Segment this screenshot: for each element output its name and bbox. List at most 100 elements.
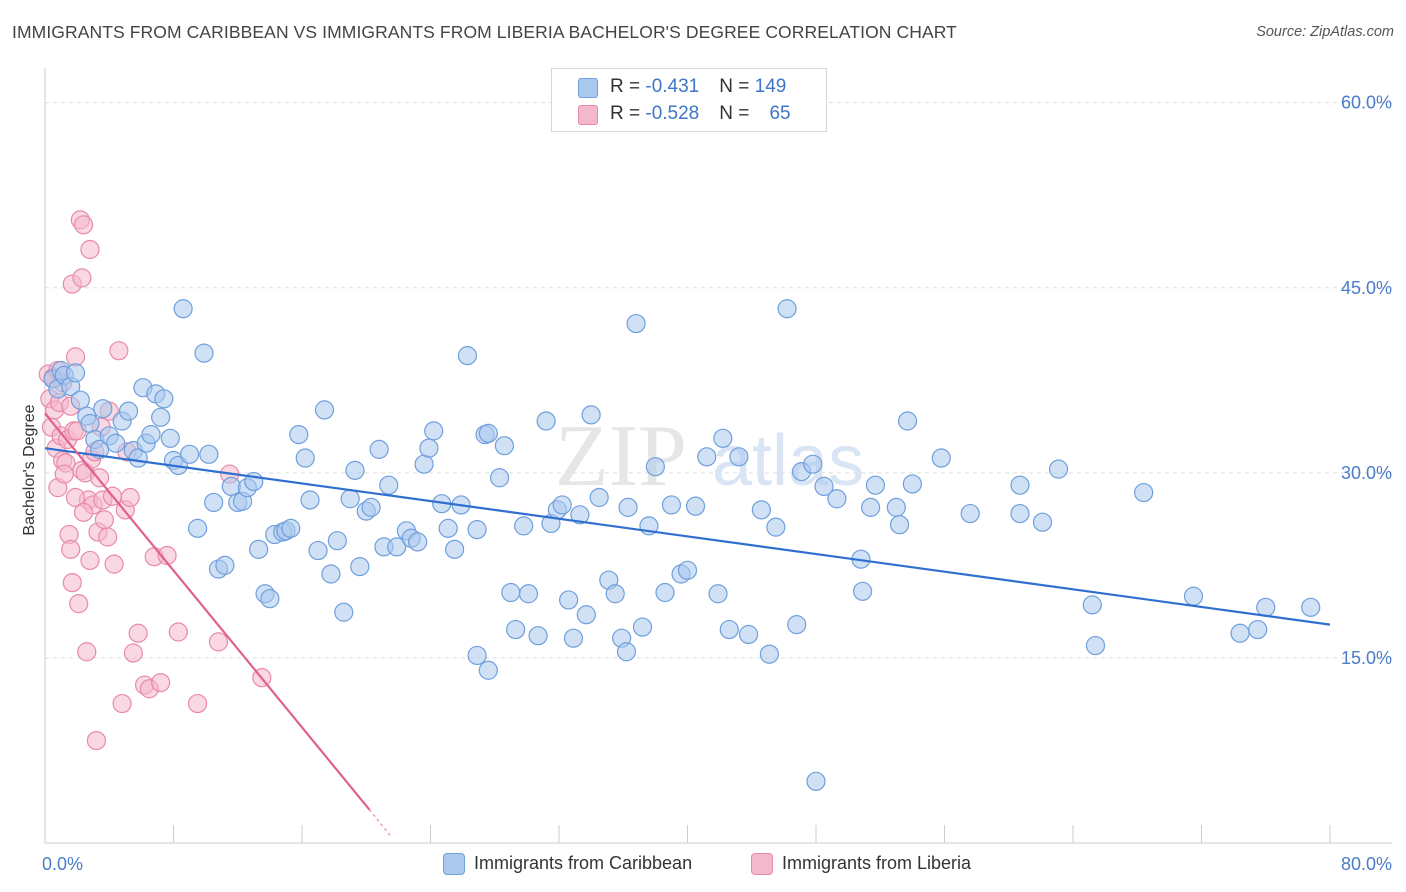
caribbean-point: [308, 540, 328, 561]
caribbean-point: [1010, 503, 1030, 524]
caribbean-point: [281, 518, 301, 538]
caribbean-point: [379, 475, 399, 495]
watermark: ZIP atlas: [555, 408, 864, 505]
caribbean-point: [759, 644, 780, 664]
trend-line-liberia-extension: [368, 809, 391, 837]
caribbean-point: [677, 560, 698, 580]
caribbean-point: [340, 489, 360, 509]
liberia-point: [104, 554, 124, 574]
caribbean-point: [334, 602, 354, 622]
legend-row-caribbean: R = -0.431 N = 149: [552, 73, 826, 101]
caribbean-point: [766, 517, 786, 537]
legend-n-value: 149: [754, 76, 787, 97]
caribbean-point: [118, 401, 139, 421]
caribbean-point: [478, 423, 498, 443]
caribbean-point: [581, 405, 601, 425]
x-tick-label: 0.0%: [42, 854, 83, 874]
caribbean-point: [1032, 512, 1053, 532]
liberia-point: [72, 268, 92, 288]
legend-r-value: -0.528: [645, 103, 700, 124]
caribbean-point: [536, 411, 556, 431]
legend-r-label: R =: [610, 76, 646, 97]
legend-label-liberia: Immigrants from Liberia: [782, 853, 972, 873]
liberia-point: [62, 573, 82, 593]
caribbean-point: [289, 424, 309, 445]
caribbean-point: [160, 428, 180, 448]
caribbean-point: [632, 617, 653, 637]
caribbean-point: [1048, 459, 1069, 479]
caribbean-point: [803, 454, 823, 474]
caribbean-point: [350, 557, 370, 577]
caribbean-point: [424, 421, 444, 441]
caribbean-point: [260, 589, 280, 609]
caribbean-point: [1085, 635, 1106, 656]
trend-line-caribbean: [44, 447, 1331, 626]
caribbean-point: [806, 771, 826, 791]
caribbean-point: [444, 539, 465, 559]
legend-swatch-blue: [443, 853, 465, 875]
caribbean-point: [300, 490, 320, 510]
caribbean-point: [902, 474, 922, 494]
caribbean-point: [751, 500, 771, 520]
caribbean-point: [194, 343, 214, 363]
legend-swatch-pink: [578, 105, 598, 125]
caribbean-point: [387, 537, 407, 557]
caribbean-point: [563, 628, 584, 648]
caribbean-point: [655, 582, 675, 603]
legend-swatch-blue: [578, 78, 598, 98]
caribbean-point: [199, 444, 219, 464]
caribbean-point: [80, 413, 100, 434]
legend-n-value: 65: [769, 103, 791, 124]
caribbean-point: [408, 532, 428, 552]
caribbean-point: [151, 407, 171, 427]
caribbean-point: [93, 399, 113, 419]
liberia-point: [65, 347, 86, 367]
caribbean-point: [889, 515, 910, 535]
caribbean-point: [697, 447, 717, 467]
caribbean-point: [173, 299, 193, 319]
liberia-point: [77, 642, 97, 662]
legend-row-liberia: R = -0.528 N = 65: [552, 100, 826, 128]
liberia-point: [65, 487, 86, 508]
caribbean-point: [65, 363, 86, 383]
liberia-point: [151, 672, 171, 693]
caribbean-point: [528, 626, 548, 646]
caribbean-point: [1082, 595, 1102, 615]
grid-lines: [45, 102, 1392, 659]
caribbean-point: [501, 582, 521, 603]
legend-label-caribbean: Immigrants from Caribbean: [474, 853, 693, 873]
series-legend: Immigrants from Caribbean Immigrants fro…: [0, 852, 1406, 878]
y-tick-label: 60.0%: [1341, 93, 1392, 113]
caribbean-point: [369, 439, 389, 459]
liberia-point: [208, 632, 229, 652]
y-tick-label: 30.0%: [1341, 463, 1392, 483]
caribbean-point: [1134, 482, 1154, 503]
liberia-point: [73, 215, 94, 235]
liberia-point: [187, 693, 208, 714]
caribbean-point: [1301, 597, 1321, 617]
legend-r-label: R =: [610, 103, 646, 124]
caribbean-point: [861, 497, 881, 517]
caribbean-point: [314, 400, 335, 420]
caribbean-point: [685, 496, 706, 516]
caribbean-point: [719, 619, 739, 640]
trend-line-liberia: [44, 412, 371, 811]
tick-labels: 15.0% 30.0% 45.0% 60.0% 0.0% 80.0%: [42, 93, 1392, 874]
caribbean-point: [204, 492, 224, 513]
liberia-point: [61, 539, 81, 559]
caribbean-point: [552, 495, 572, 515]
liberia-point: [98, 527, 118, 547]
axes: [44, 68, 1392, 844]
caribbean-point: [886, 497, 906, 517]
liberia-point: [69, 594, 89, 614]
liberia-point: [73, 502, 94, 522]
liberia-point: [80, 550, 100, 571]
caribbean-point: [506, 619, 526, 640]
liberia-point: [123, 643, 143, 663]
liberia-point: [157, 545, 177, 566]
chart-source: Source: ZipAtlas.com: [1256, 24, 1394, 40]
caribbean-point: [494, 436, 514, 456]
caribbean-point: [661, 495, 682, 515]
caribbean-point: [478, 660, 498, 680]
liberia-point: [128, 623, 148, 643]
